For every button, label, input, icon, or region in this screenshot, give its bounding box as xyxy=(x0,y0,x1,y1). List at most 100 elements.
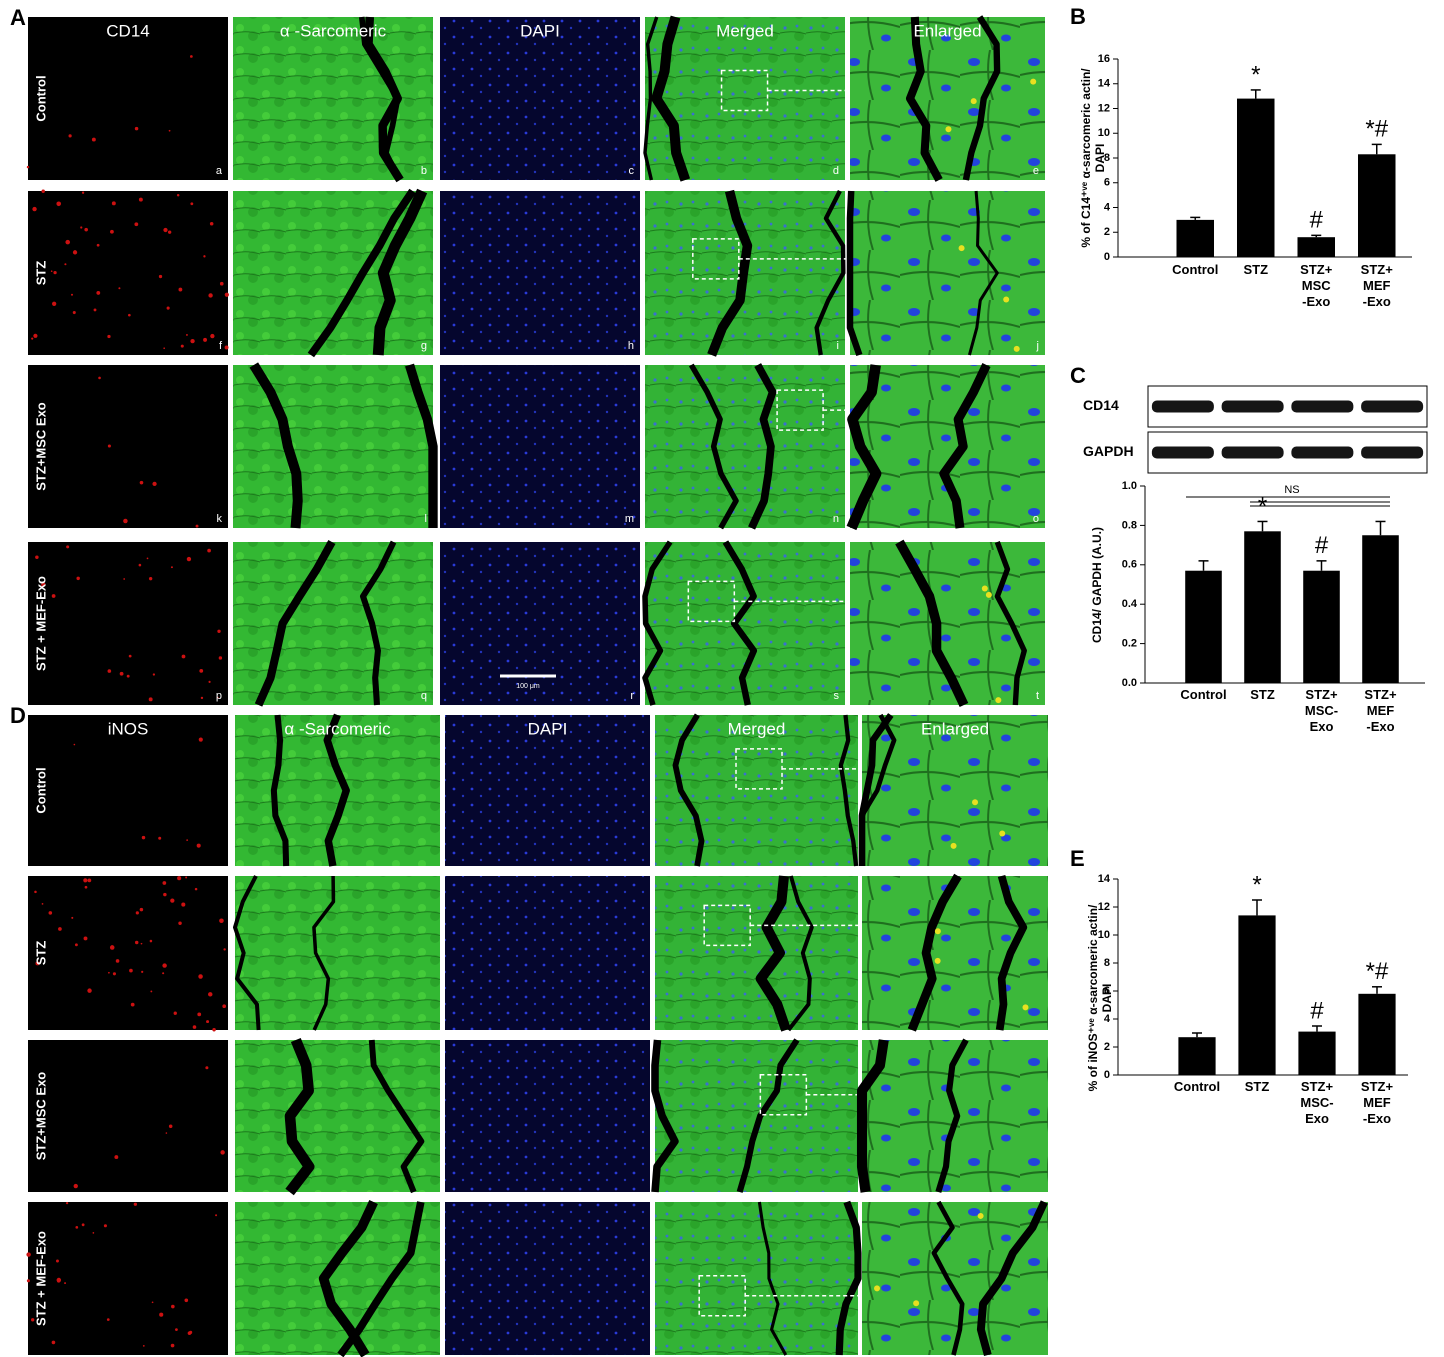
micrograph xyxy=(440,17,640,180)
tissue-gap xyxy=(307,188,416,358)
tissue-gap xyxy=(688,363,739,530)
red-signal xyxy=(150,990,153,993)
tissue-gap xyxy=(939,363,991,529)
red-signal xyxy=(108,971,110,974)
red-signal xyxy=(158,274,163,279)
red-signal xyxy=(148,576,153,581)
y-tick-label: 0.4 xyxy=(1122,598,1138,610)
red-signal xyxy=(92,1232,95,1234)
micrograph xyxy=(235,715,440,866)
red-signal xyxy=(141,970,144,973)
red-signal xyxy=(87,988,92,993)
red-signal xyxy=(84,227,88,232)
yellow-signal xyxy=(934,928,941,935)
x-tick-label: Control xyxy=(1172,262,1219,277)
red-signal xyxy=(159,1312,164,1317)
red-signal xyxy=(80,226,83,229)
red-signal xyxy=(114,1155,119,1160)
significance-label: * xyxy=(1252,871,1261,898)
red-signal xyxy=(64,263,67,266)
red-signal xyxy=(168,129,171,132)
significance-label: *# xyxy=(1366,958,1389,985)
y-tick-label: 8 xyxy=(1104,957,1110,969)
x-tick-label: Control xyxy=(1173,1079,1221,1094)
blot-band xyxy=(1151,446,1214,459)
red-signal xyxy=(75,1225,79,1229)
tissue-gap xyxy=(935,1038,969,1193)
x-tick-label: STZ xyxy=(1250,687,1275,702)
ns-label: NS xyxy=(1284,484,1299,496)
micrograph xyxy=(235,1040,440,1192)
panel-letter: C xyxy=(1070,363,1086,388)
red-signal xyxy=(224,292,229,297)
y-tick-label: 4 xyxy=(1104,1013,1111,1025)
yellow-signal xyxy=(981,585,988,592)
tissue-gap xyxy=(931,1200,965,1356)
tissue-gap xyxy=(846,364,882,531)
red-signal xyxy=(35,961,40,966)
red-signal xyxy=(134,940,139,945)
red-signal xyxy=(197,1012,202,1017)
tissue-gap xyxy=(318,1199,378,1357)
tissue-gap xyxy=(312,875,336,1031)
red-signal xyxy=(133,1202,138,1206)
red-signal xyxy=(162,972,165,975)
red-signal xyxy=(210,333,215,339)
sublabel: d xyxy=(833,165,839,177)
y-tick-label: 14 xyxy=(1098,873,1111,885)
red-signal xyxy=(163,892,167,897)
red-signal xyxy=(170,566,173,569)
red-signal xyxy=(41,903,44,905)
tissue-gap xyxy=(651,1039,679,1193)
red-signal xyxy=(98,376,101,380)
significance-label: *# xyxy=(1365,116,1388,143)
row-label: Control xyxy=(33,767,48,813)
red-signal xyxy=(129,968,133,973)
red-signal xyxy=(186,556,192,562)
red-signal xyxy=(118,287,121,290)
yellow-signal xyxy=(1013,345,1020,352)
y-tick-label: 0 xyxy=(1104,1069,1110,1081)
x-tick-label: Control xyxy=(1180,687,1227,702)
yellow-signal xyxy=(977,1212,984,1219)
tissue-gap xyxy=(642,540,673,706)
micrograph xyxy=(28,365,228,528)
tissue-gap xyxy=(757,1201,788,1356)
tissue-gap xyxy=(962,15,1001,181)
tissue-gap xyxy=(995,874,1028,1031)
red-signal xyxy=(208,992,213,997)
red-signal xyxy=(73,1183,78,1189)
blot-label: GAPDH xyxy=(1083,443,1134,459)
micrograph xyxy=(28,876,228,1030)
red-signal xyxy=(203,255,206,258)
tissue-gap xyxy=(895,539,969,708)
tissue-gap xyxy=(358,16,402,182)
red-signal xyxy=(158,836,162,840)
red-signal xyxy=(223,948,226,951)
red-signal xyxy=(34,890,37,894)
red-signal xyxy=(168,1124,173,1129)
y-tick-label: 0 xyxy=(1104,251,1110,263)
red-signal xyxy=(123,578,126,580)
red-signal xyxy=(50,270,53,273)
red-signal xyxy=(181,654,186,659)
red-signal xyxy=(106,1318,110,1321)
tissue-gap xyxy=(249,362,303,529)
red-signal xyxy=(141,835,146,840)
red-signal xyxy=(190,338,195,344)
red-signal xyxy=(26,1252,31,1257)
tissue-gap xyxy=(748,363,777,530)
red-signal xyxy=(217,629,221,633)
blot-band xyxy=(1361,400,1424,413)
micrograph xyxy=(235,1202,440,1355)
red-signal xyxy=(203,337,207,342)
red-signal xyxy=(184,1298,189,1303)
micrograph xyxy=(862,1202,1048,1355)
sublabel: s xyxy=(834,690,840,702)
y-tick-label: 2 xyxy=(1104,1041,1110,1053)
tissue-gap xyxy=(814,190,846,356)
red-signal xyxy=(26,165,30,169)
red-signal xyxy=(224,345,229,350)
y-tick-label: 6 xyxy=(1104,177,1110,189)
significance-label: # xyxy=(1310,997,1324,1024)
